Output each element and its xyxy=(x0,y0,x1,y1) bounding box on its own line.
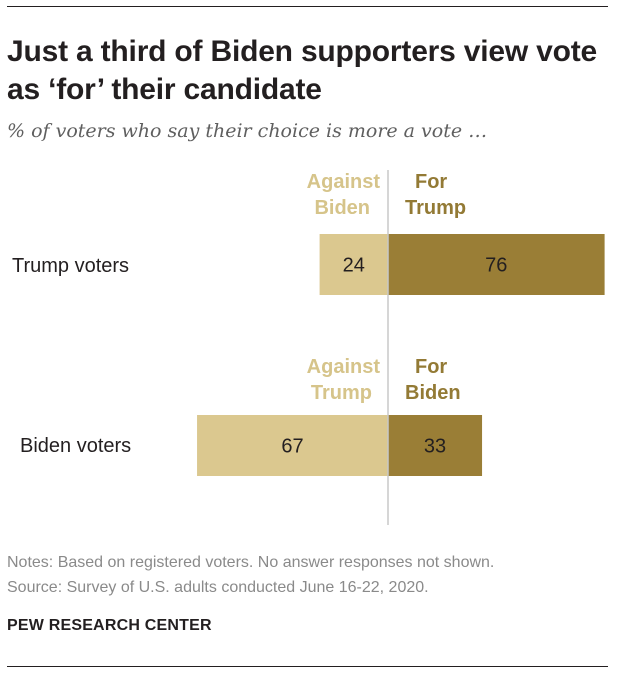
header-for-line2: Trump xyxy=(405,197,466,219)
notes-line: Notes: Based on registered voters. No an… xyxy=(7,554,495,571)
bottom-rule xyxy=(7,666,608,667)
header-against-line1: Against xyxy=(307,171,381,193)
header-for-line1: For xyxy=(415,356,447,378)
bar-value-label: 67 xyxy=(281,436,303,458)
bar-for xyxy=(388,234,605,295)
header-against-line2: Trump xyxy=(311,382,372,404)
header-for-line2: Biden xyxy=(405,382,461,404)
bar-value-label: 24 xyxy=(343,255,365,277)
diverging-bar-chart: Against Biden For Trump Against Trump Fo… xyxy=(12,170,605,525)
org-name: PEW RESEARCH CENTER xyxy=(7,617,212,634)
source-line: Source: Survey of U.S. adults conducted … xyxy=(7,579,429,596)
header-against-line2: Biden xyxy=(314,197,370,219)
bar-against xyxy=(197,415,388,476)
row-label: Biden voters xyxy=(20,435,131,457)
bar-against xyxy=(319,234,388,295)
chart-subtitle: % of voters who say their choice is more… xyxy=(7,120,488,142)
bar-for xyxy=(388,415,483,476)
header-for-line1: For xyxy=(415,171,447,193)
bar-value-label: 33 xyxy=(424,436,446,458)
row-label: Trump voters xyxy=(12,255,129,277)
header-against-line1: Against xyxy=(307,356,381,378)
chart-title: Just a third of Biden supporters view vo… xyxy=(7,35,598,106)
bar-value-label: 76 xyxy=(485,255,507,277)
top-rule xyxy=(7,6,608,7)
notes-block: Notes: Based on registered voters. No an… xyxy=(7,550,494,600)
